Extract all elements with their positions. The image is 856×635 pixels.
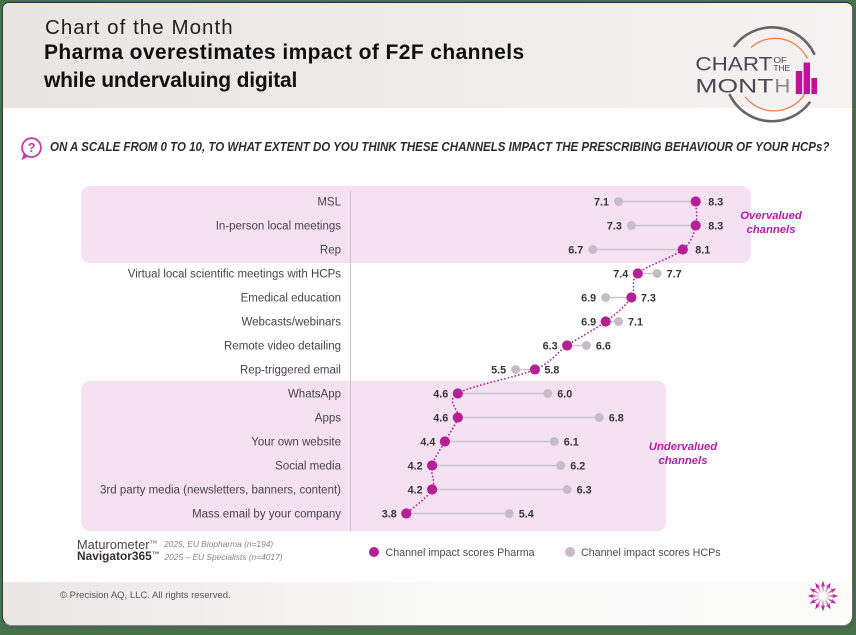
svg-text:channels: channels (659, 455, 708, 467)
svg-text:5.5: 5.5 (491, 364, 506, 376)
svg-text:Mass email by your company: Mass email by your company (192, 509, 341, 521)
svg-text:Remote video detailing: Remote video detailing (224, 341, 341, 353)
svg-text:8.3: 8.3 (708, 220, 723, 232)
svg-text:6.9: 6.9 (581, 316, 596, 328)
svg-text:channels: channels (747, 224, 796, 236)
svg-text:7.1: 7.1 (594, 196, 609, 208)
svg-text:6.7: 6.7 (568, 244, 583, 256)
svg-text:OF: OF (774, 56, 788, 65)
svg-text:6.3: 6.3 (577, 484, 592, 496)
svg-text:6.3: 6.3 (543, 340, 558, 352)
svg-text:CHART: CHART (695, 53, 772, 75)
svg-text:Social media: Social media (275, 461, 341, 473)
svg-text:MONT: MONT (695, 76, 773, 98)
svg-text:WhatsApp: WhatsApp (288, 389, 341, 401)
svg-text:4.6: 4.6 (433, 412, 448, 424)
svg-text:Virtual local scientific meeti: Virtual local scientific meetings with H… (128, 269, 342, 281)
svg-text:6.0: 6.0 (557, 388, 572, 400)
svg-text:4.2: 4.2 (408, 460, 423, 472)
svg-text:Your own website: Your own website (251, 437, 341, 449)
svg-text:6.1: 6.1 (564, 436, 579, 448)
svg-text:4.6: 4.6 (433, 388, 448, 400)
svg-text:6.6: 6.6 (596, 340, 611, 352)
svg-text:3.8: 3.8 (382, 508, 397, 520)
svg-text:Emedical education: Emedical education (241, 293, 341, 305)
svg-text:7.3: 7.3 (607, 220, 622, 232)
svg-text:7.7: 7.7 (667, 268, 682, 280)
svg-text:7.4: 7.4 (613, 268, 628, 280)
svg-text:5.4: 5.4 (519, 508, 534, 520)
svg-text:4.2: 4.2 (408, 484, 423, 496)
svg-text:3rd party media (newsletters,: 3rd party media (newsletters, banners, c… (100, 485, 341, 497)
svg-text:Overvalued: Overvalued (740, 210, 803, 222)
svg-text:Webcasts/webinars: Webcasts/webinars (242, 317, 342, 329)
svg-text:7.1: 7.1 (628, 316, 643, 328)
svg-text:In-person local meetings: In-person local meetings (216, 221, 342, 233)
svg-text:8.1: 8.1 (695, 244, 710, 256)
svg-text:?: ? (28, 140, 36, 155)
svg-text:H: H (774, 76, 790, 98)
svg-text:6.9: 6.9 (581, 292, 596, 304)
svg-text:MSL: MSL (317, 197, 341, 209)
svg-text:8.3: 8.3 (708, 196, 723, 208)
svg-text:Apps: Apps (315, 413, 341, 425)
svg-text:5.8: 5.8 (544, 364, 559, 376)
svg-text:Rep-triggered email: Rep-triggered email (240, 365, 341, 377)
svg-text:Rep: Rep (320, 245, 341, 257)
svg-text:7.3: 7.3 (641, 292, 656, 304)
svg-text:Undervalued: Undervalued (649, 441, 719, 453)
svg-text:6.2: 6.2 (570, 460, 585, 472)
svg-text:THE: THE (774, 64, 791, 73)
svg-text:6.8: 6.8 (609, 412, 624, 424)
svg-text:4.4: 4.4 (420, 436, 435, 448)
